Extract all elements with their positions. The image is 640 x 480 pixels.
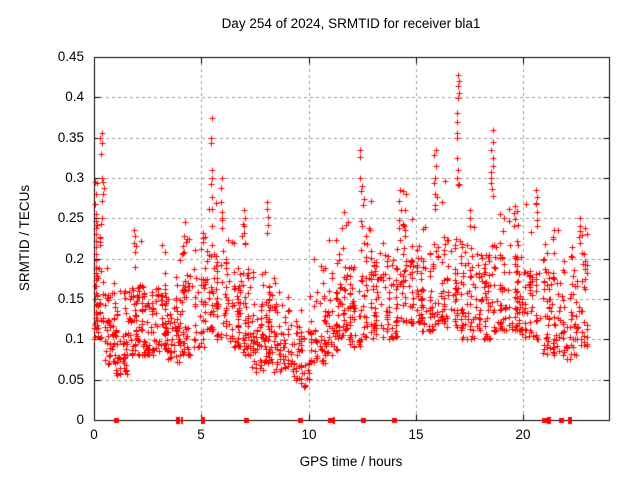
y-axis-label: SRMTID / TECUs [17, 184, 32, 292]
y-tick-label: 0 [76, 412, 84, 427]
x-tick-label: 0 [90, 427, 98, 442]
y-tick-label: 0.35 [57, 130, 84, 145]
y-tick-label: 0.25 [57, 210, 84, 225]
y-tick-label: 0.05 [57, 372, 84, 387]
x-axis-label: GPS time / hours [299, 454, 403, 469]
y-tick-label: 0.3 [65, 170, 84, 185]
x-tick-label: 15 [408, 427, 424, 442]
x-tick-label: 5 [197, 427, 205, 442]
y-tick-label: 0.4 [65, 89, 84, 104]
x-tick-label: 10 [301, 427, 317, 442]
x-tick-label: 20 [515, 427, 531, 442]
y-tick-label: 0.1 [65, 331, 84, 346]
y-tick-label: 0.2 [65, 251, 84, 266]
y-tick-label: 0.15 [57, 291, 84, 306]
chart-title: Day 254 of 2024, SRMTID for receiver bla… [221, 16, 481, 31]
y-tick-label: 0.45 [57, 49, 84, 64]
